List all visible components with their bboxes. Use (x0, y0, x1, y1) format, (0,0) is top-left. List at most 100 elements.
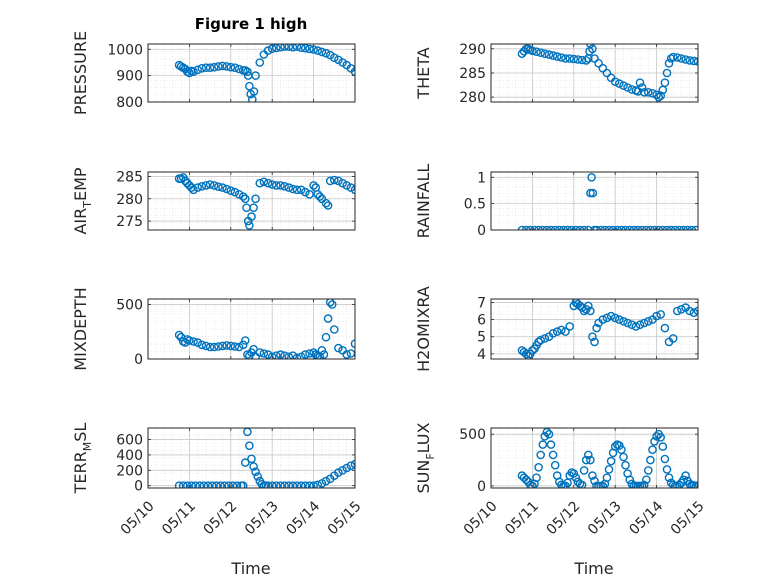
data-point (226, 341, 236, 351)
subplot-h2omixra: 456 7 H2OMIXRA (414, 286, 699, 372)
data-point (679, 475, 688, 485)
data-point (623, 318, 632, 328)
data-point (639, 480, 649, 488)
data-point (668, 52, 678, 62)
data-point (664, 59, 674, 68)
axes-box (490, 298, 699, 360)
y-axis-label: RAINFALL (414, 164, 433, 239)
data-point (253, 472, 263, 481)
axes-box (490, 171, 699, 231)
data-point (642, 475, 651, 485)
data-point (681, 55, 690, 64)
data-point (276, 181, 285, 190)
data-point (693, 481, 698, 488)
data-point (305, 481, 314, 488)
data-point (301, 481, 310, 488)
data-point (693, 306, 698, 316)
data-point (234, 189, 244, 199)
data-point (292, 44, 302, 51)
data-point (646, 455, 655, 465)
x-tick-label: 05/11 (502, 498, 542, 538)
data-point (561, 327, 570, 336)
data-point (280, 351, 289, 359)
data-point (238, 192, 248, 201)
data-point (685, 56, 695, 65)
data-point (644, 466, 653, 475)
y-tick-label: 7 (477, 295, 486, 311)
data-point (205, 342, 215, 352)
data-point (263, 350, 273, 359)
data-point (292, 481, 302, 488)
y-tick-label: 6 (477, 313, 486, 329)
data-point (677, 54, 686, 63)
data-point (209, 181, 219, 190)
y-tick-label: 500 (459, 427, 486, 443)
data-point (174, 330, 184, 340)
x-tick-label: 05/10 (118, 498, 158, 538)
data-point (664, 473, 674, 483)
data-point (185, 336, 194, 345)
data-point (342, 350, 352, 359)
data-point (644, 88, 653, 97)
data-point (276, 350, 285, 359)
y-tick-label: 600 (116, 433, 143, 449)
y-axis-label: THETA (414, 47, 433, 99)
data-point (255, 58, 265, 67)
data-point (185, 68, 194, 78)
data-point (280, 44, 289, 51)
data-point (668, 334, 678, 343)
data-point (292, 185, 302, 195)
data-point (226, 186, 236, 195)
axes-box (490, 43, 699, 103)
data-point (214, 182, 223, 191)
data-point (230, 187, 240, 197)
data-point (207, 481, 217, 488)
data-point (532, 473, 541, 483)
data-point (232, 481, 242, 488)
data-point (631, 322, 641, 331)
data-point (604, 465, 614, 474)
data-point (267, 180, 277, 189)
data-point (240, 194, 250, 204)
x-tick-label: 05/14 (626, 498, 666, 538)
data-point (677, 304, 686, 314)
subplot-rainfall: 0 0.5 1 RAINFALL (414, 164, 699, 239)
data-point (276, 481, 285, 488)
data-point (271, 181, 281, 190)
y-tick-label: 275 (116, 214, 143, 230)
data-point (255, 178, 265, 188)
data-point (660, 78, 670, 87)
data-point (540, 334, 550, 343)
data-point (245, 221, 254, 230)
data-point (189, 337, 198, 346)
data-point (598, 481, 608, 488)
y-axis-label: AIRTEMP (71, 167, 94, 234)
data-point (586, 455, 595, 465)
data-point (305, 189, 314, 199)
data-point (658, 442, 668, 451)
data-point (276, 44, 285, 52)
data-point (245, 81, 254, 91)
data-point (334, 176, 343, 186)
data-point (544, 50, 554, 59)
data-point (623, 83, 632, 92)
data-point (201, 63, 211, 72)
data-point (296, 481, 306, 488)
data-point (693, 57, 698, 66)
y-tick-label: 280 (459, 90, 486, 106)
data-point (296, 352, 306, 359)
data-point (681, 471, 690, 480)
data-point (552, 327, 562, 336)
data-point (528, 346, 537, 355)
subplot-theta: 280 285 290 THETA (414, 42, 699, 106)
data-point (205, 180, 215, 189)
data-point (300, 187, 310, 197)
data-point (610, 77, 620, 86)
data-point (317, 345, 327, 355)
y-tick-label: 0.5 (464, 197, 486, 213)
data-point (586, 188, 595, 198)
data-point (263, 178, 273, 188)
data-point (637, 83, 647, 92)
y-tick-label: 1000 (107, 42, 143, 58)
